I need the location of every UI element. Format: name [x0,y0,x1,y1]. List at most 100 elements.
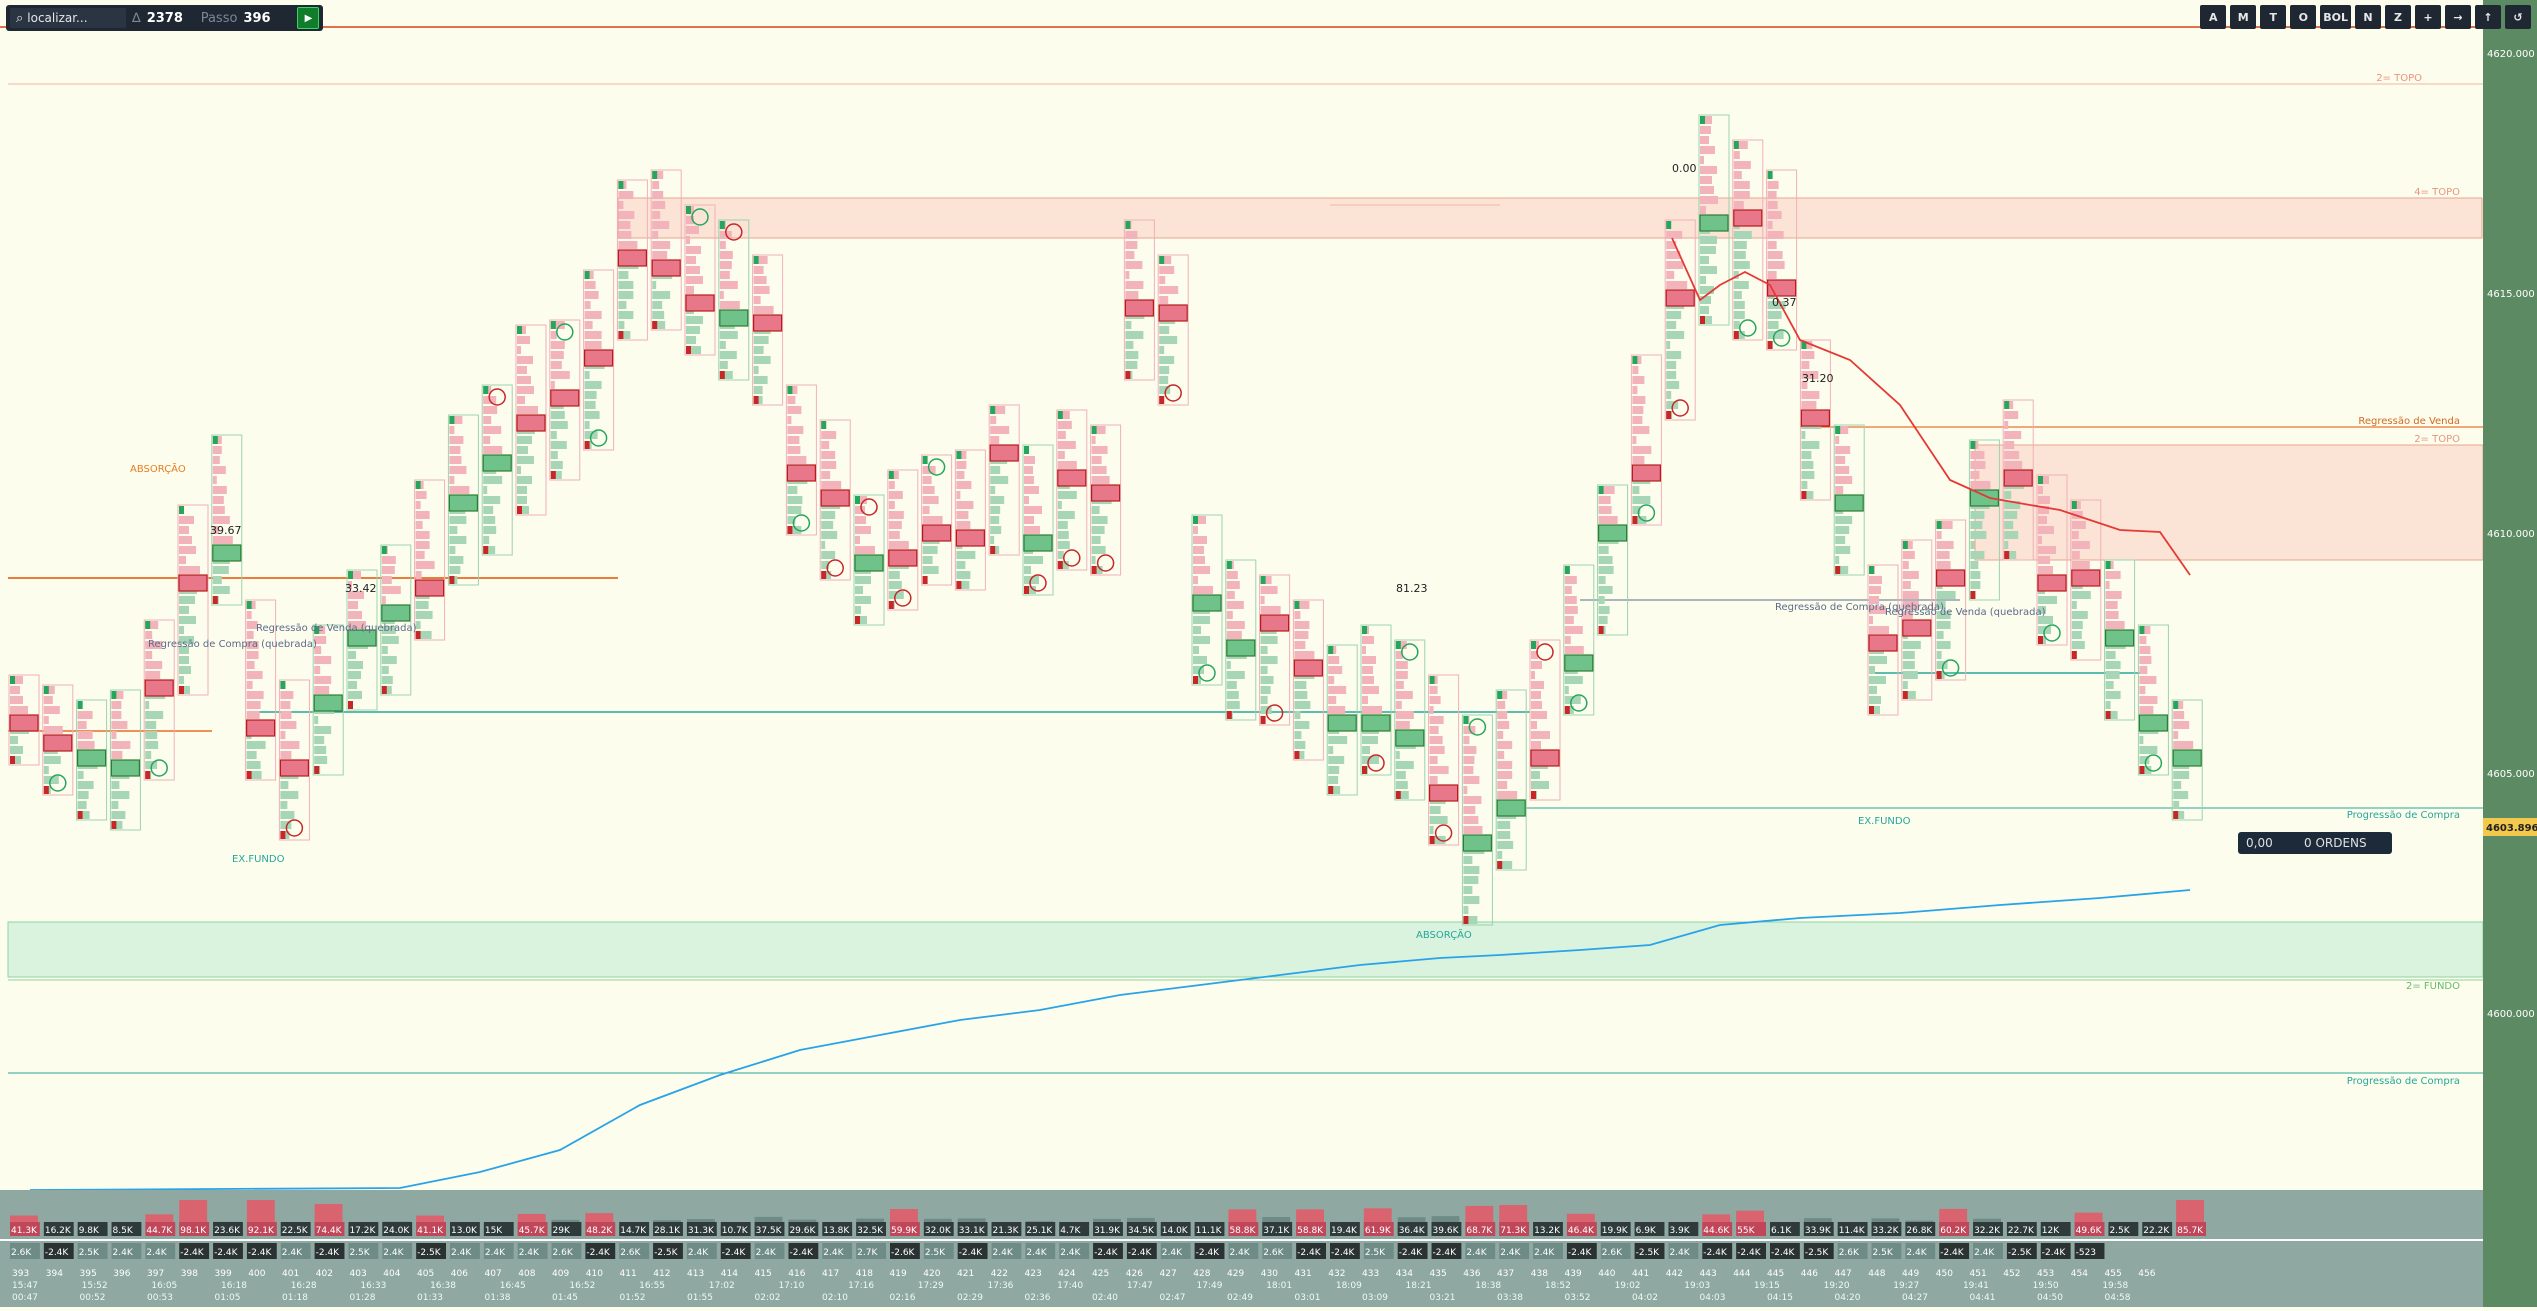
footprint-bar[interactable] [853,494,885,626]
price-zone [7,921,2483,978]
chart-annotation: 0.37 [1772,296,1797,309]
footprint-bar[interactable] [143,619,175,781]
footprint-bar[interactable] [1259,574,1291,726]
footprint-bar[interactable] [1326,644,1358,796]
toolbar-button-6[interactable]: Z [2385,5,2411,29]
bar-index-label: 443 [1700,1269,1717,1279]
footprint-bar[interactable] [2036,474,2068,646]
toolbar-button-7[interactable]: + [2415,5,2441,29]
delta-value[interactable]: 2378 [146,10,183,26]
footprint-bar[interactable] [1123,219,1155,381]
time-label: 18:01 [1266,1281,1292,1291]
search-input[interactable]: localizar... [27,11,88,25]
footprint-bar[interactable] [380,544,412,696]
toolbar-button-3[interactable]: O [2290,5,2317,29]
footprint-bar[interactable] [346,569,378,711]
footprint-bar[interactable] [921,454,953,586]
chart-annotation: Regressão de Venda (quebrada) [1885,607,2046,618]
footprint-bar[interactable] [1698,114,1730,326]
search-box[interactable]: ⌕ localizar... [10,8,126,28]
footprint-bar[interactable] [245,599,277,781]
toolbar-button-1[interactable]: M [2230,5,2257,29]
footprint-bar[interactable] [1732,139,1764,341]
footprint-bar[interactable] [583,269,615,451]
annotation-labels-layer: 2= TOPO 4= TOPO Regressão de Venda 2= TOPO P… [130,73,2460,1087]
footprint-bar[interactable] [752,254,784,406]
toolbar-button-10[interactable]: ↺ [2505,5,2531,29]
footprint-bar[interactable] [42,684,74,796]
footprint-bar[interactable] [1867,564,1899,716]
footprint-bar[interactable] [616,179,648,341]
bar-index-label: 399 [215,1269,232,1279]
footprint-bar[interactable] [2104,559,2136,721]
footprint-bar[interactable] [1630,354,1662,526]
footprint-bar[interactable] [1360,624,1392,776]
footprint-bar[interactable] [481,384,513,556]
footprint-bar[interactable] [1225,559,1257,721]
footprint-bar[interactable] [1292,599,1324,761]
volume-value: 33.9K [1805,1226,1832,1236]
footprint-bar[interactable] [1529,639,1561,801]
footprint-bar[interactable] [1428,674,1460,846]
footprint-bar[interactable] [1766,169,1798,351]
footprint-bar[interactable] [785,384,817,536]
delta-value: -2.4K [214,1248,239,1258]
toolbar-button-2[interactable]: T [2260,5,2287,29]
footprint-bar[interactable] [447,414,479,586]
footprint-bar[interactable] [887,469,919,611]
footprint-bar[interactable] [1968,439,2000,601]
footprint-bar[interactable] [819,419,851,581]
toolbar-left: ⌕ localizar... ∆ 2378 Passo 396 ▶ [6,5,324,31]
footprint-bar[interactable] [312,624,344,776]
footprint-bar[interactable] [1597,484,1629,636]
footprint-bar[interactable] [2002,399,2034,561]
chart-annotation: 2= FUNDO [2406,981,2460,992]
toolbar-button-0[interactable]: A [2200,5,2227,29]
footprint-bar[interactable] [1563,564,1595,716]
play-button[interactable]: ▶ [297,7,320,29]
footprint-bar[interactable] [954,449,986,591]
footprint-bar[interactable] [2171,699,2203,821]
footprint-bar[interactable] [2137,624,2169,776]
footprint-bar[interactable] [414,479,446,641]
footprint-bar[interactable] [1157,254,1189,406]
footprint-bar[interactable] [1901,539,1933,701]
footprint-bar[interactable] [515,324,547,516]
footprint-bar[interactable] [718,219,750,381]
volume-value: 36.4K [1399,1226,1426,1236]
price-axis[interactable]: 4620.000 4615.000 4610.000 4605.000 4600.000… [2483,0,2537,1307]
footprint-bar[interactable] [1799,339,1831,501]
footprint-bar[interactable] [1394,639,1426,801]
delta-value: -2.4K [1297,1248,1322,1258]
footprint-bar[interactable] [76,699,108,821]
toolbar-button-4[interactable]: BOL [2320,5,2351,29]
toolbar-button-5[interactable]: N [2355,5,2381,29]
footprint-bar[interactable] [8,674,40,766]
order-box[interactable]: 0,00 0 ORDENS [2238,832,2392,854]
footprint-bar[interactable] [1056,409,1088,571]
footprint-bar[interactable] [1461,714,1493,926]
footprint-bar[interactable] [109,689,141,831]
footprint-bar[interactable] [650,169,682,331]
footprint-bar[interactable] [1022,444,1054,596]
footprint-bar[interactable] [684,204,716,356]
footprint-bar[interactable] [1935,519,1967,681]
footprint-bar[interactable] [1191,514,1223,686]
volume-value: 32.2K [1974,1226,2001,1236]
toolbar-button-9[interactable]: ↑ [2475,5,2501,29]
footprint-bar[interactable] [1833,424,1865,576]
footprint-chart[interactable]: 2= TOPO 4= TOPO Regressão de Venda 2= TOPO P… [0,0,2483,1190]
footprint-bar[interactable] [1090,424,1122,576]
step-value[interactable]: 396 [243,10,271,26]
footprint-bar[interactable] [211,434,243,606]
footprint-bar[interactable] [177,504,209,696]
duration-label: 04:50 [2037,1293,2063,1303]
footprint-bar[interactable] [1495,689,1527,871]
footprint-bar[interactable] [278,679,310,841]
toolbar-button-8[interactable]: → [2445,5,2471,29]
footprint-bar[interactable] [2070,499,2102,661]
footprint-bar[interactable] [549,319,581,481]
footprint-bar[interactable] [988,404,1020,556]
footprint-bar[interactable] [1664,219,1696,421]
order-quantity[interactable]: 0,00 [2246,836,2273,850]
